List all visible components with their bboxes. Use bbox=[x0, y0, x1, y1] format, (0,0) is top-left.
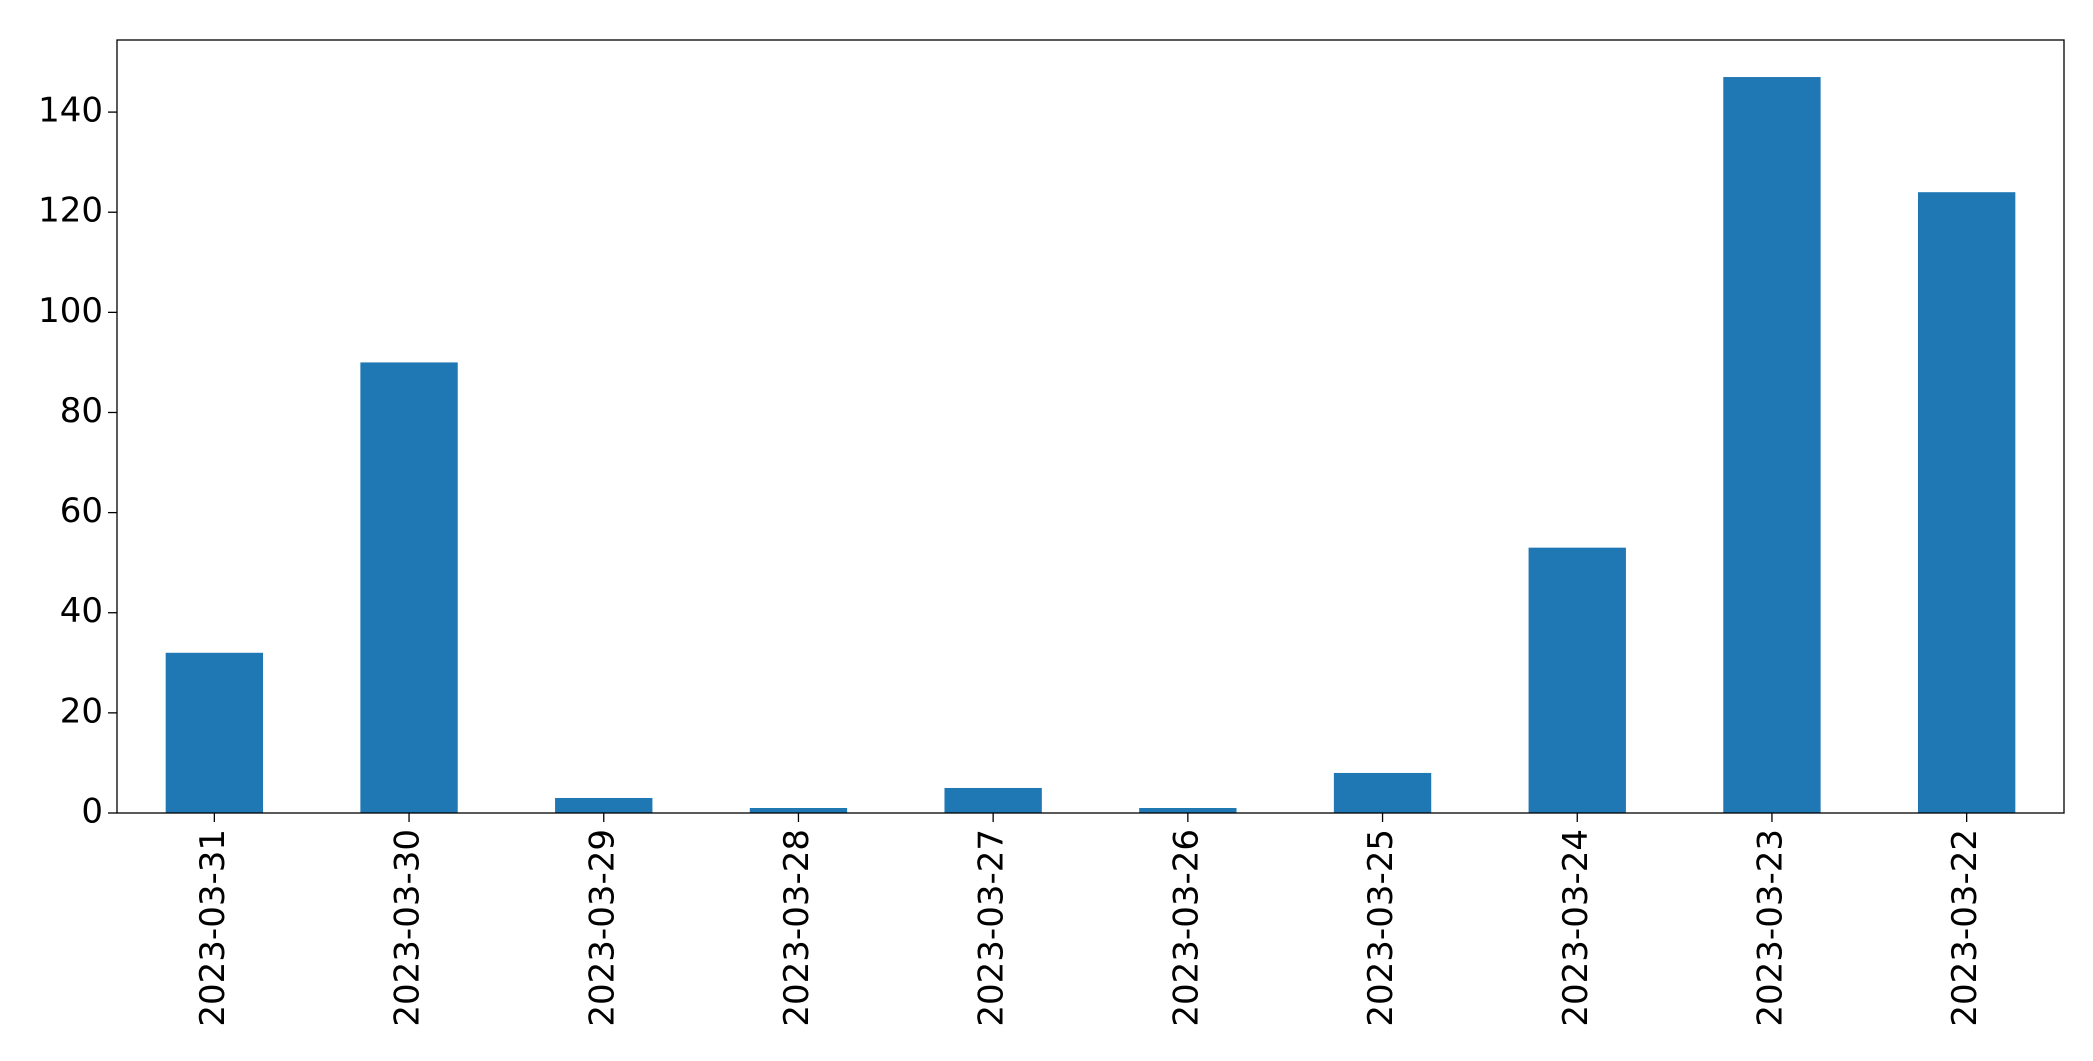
bar bbox=[360, 362, 458, 813]
y-tick-label: 20 bbox=[60, 691, 103, 731]
x-tick-label: 2023-03-26 bbox=[1166, 829, 1206, 1027]
y-tick-label: 80 bbox=[60, 391, 103, 431]
plot-frame bbox=[116, 39, 2065, 814]
bar bbox=[1723, 77, 1821, 814]
bar bbox=[555, 797, 653, 813]
bar bbox=[1333, 772, 1432, 813]
x-tick-label: 2023-03-28 bbox=[777, 829, 817, 1027]
x-tick-label: 2023-03-29 bbox=[582, 829, 622, 1027]
bar bbox=[1528, 547, 1626, 813]
bar bbox=[165, 652, 264, 813]
x-tick-label: 2023-03-27 bbox=[972, 829, 1012, 1027]
y-tick-label: 100 bbox=[38, 291, 103, 331]
y-tick-label: 140 bbox=[38, 91, 103, 131]
bar bbox=[1139, 807, 1237, 813]
bar bbox=[944, 787, 1042, 813]
bar bbox=[1917, 192, 2016, 813]
y-tick-label: 120 bbox=[38, 191, 103, 231]
bar bbox=[749, 807, 848, 813]
x-tick-label: 2023-03-30 bbox=[388, 829, 428, 1027]
y-tick-label: 0 bbox=[81, 792, 103, 832]
y-tick-label: 40 bbox=[60, 591, 103, 631]
x-tick-label: 2023-03-22 bbox=[1945, 829, 1985, 1027]
x-tick-label: 2023-03-25 bbox=[1361, 829, 1401, 1027]
x-tick-label: 2023-03-31 bbox=[193, 829, 233, 1027]
y-tick-label: 60 bbox=[60, 491, 103, 531]
x-tick-label: 2023-03-23 bbox=[1750, 829, 1790, 1027]
x-tick-label: 2023-03-24 bbox=[1556, 829, 1596, 1027]
